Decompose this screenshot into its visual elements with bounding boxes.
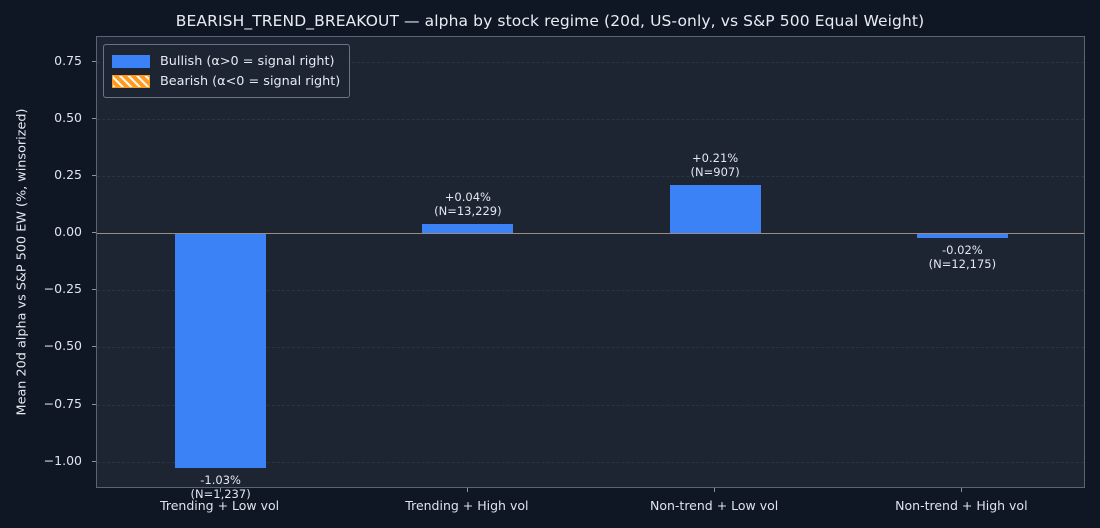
y-tick-mark — [92, 232, 96, 234]
y-tick-label: 0.50 — [54, 110, 82, 126]
bar-value-label: -0.02% — [942, 242, 983, 257]
bar-annotation: +0.21% (N=907) — [625, 151, 805, 179]
y-tick-mark — [92, 460, 96, 462]
zero-line — [97, 233, 1084, 235]
y-tick-mark — [92, 289, 96, 291]
x-tick-mark — [219, 488, 221, 492]
y-tick-mark — [92, 61, 96, 63]
legend-item: Bullish (α>0 = signal right) — [112, 51, 340, 71]
gridline — [97, 290, 1084, 292]
bar-annotation: -0.02% (N=12,175) — [872, 243, 1052, 271]
gridline — [97, 176, 1084, 178]
legend-swatch — [112, 74, 150, 88]
y-tick-mark — [92, 175, 96, 177]
bar — [175, 233, 267, 469]
bar-count-label: (N=907) — [690, 165, 740, 180]
y-tick-label: −0.75 — [43, 395, 82, 411]
x-tick-mark — [466, 488, 468, 492]
chart-legend: Bullish (α>0 = signal right) Bearish (α<0… — [103, 44, 351, 98]
bar — [669, 185, 761, 234]
y-tick-label: 0.00 — [54, 224, 82, 240]
y-tick-mark — [92, 118, 96, 120]
chart-title: BEARISH_TREND_BREAKOUT — alpha by stock … — [175, 12, 925, 30]
bar-value-label: +0.21% — [692, 151, 739, 166]
legend-item: Bearish (α<0 = signal right) — [112, 71, 340, 91]
bar-annotation: +0.04% (N=13,229) — [378, 190, 558, 218]
plot-area: -1.03% (N=1,237) +0.04% (N=13,229) +0.21% (N=… — [96, 36, 1085, 501]
gridline — [97, 119, 1084, 121]
gridline — [97, 461, 1084, 463]
y-tick-label: −0.25 — [43, 281, 82, 297]
y-tick-label: 0.75 — [54, 53, 82, 69]
bar-count-label: (N=13,229) — [434, 204, 502, 219]
y-tick-mark — [92, 346, 96, 348]
bar-value-label: -1.03% — [200, 473, 241, 488]
legend-swatch — [112, 54, 150, 68]
bar-count-label: (N=1,237) — [190, 487, 251, 502]
legend-label: Bullish (α>0 = signal right) — [160, 53, 335, 69]
bar — [422, 224, 514, 234]
x-tick-mark — [714, 488, 716, 492]
y-tick-label: −0.50 — [43, 338, 82, 354]
gridline — [97, 62, 1084, 64]
y-tick-label: 0.25 — [54, 167, 82, 183]
x-tick-mark — [961, 488, 963, 492]
bar-count-label: (N=12,175) — [928, 256, 997, 271]
gridline — [97, 404, 1084, 406]
x-tick-label: Trending + High vol — [405, 498, 529, 513]
bar — [916, 233, 1008, 238]
x-tick-label: Trending + Low vol — [160, 498, 280, 513]
bar-value-label: +0.04% — [444, 190, 491, 205]
y-axis-label: Mean 20d alpha vs S&P 500 EW (%, winsori… — [14, 108, 30, 416]
y-tick-mark — [92, 403, 96, 405]
y-tick-label: −1.00 — [43, 452, 82, 468]
x-tick-label: Non-trend + High vol — [895, 498, 1028, 513]
x-tick-label: Non-trend + Low vol — [649, 498, 779, 513]
bar-annotation: -1.03% (N=1,237) — [131, 473, 311, 501]
legend-label: Bearish (α<0 = signal right) — [160, 73, 341, 89]
gridline — [97, 347, 1084, 349]
